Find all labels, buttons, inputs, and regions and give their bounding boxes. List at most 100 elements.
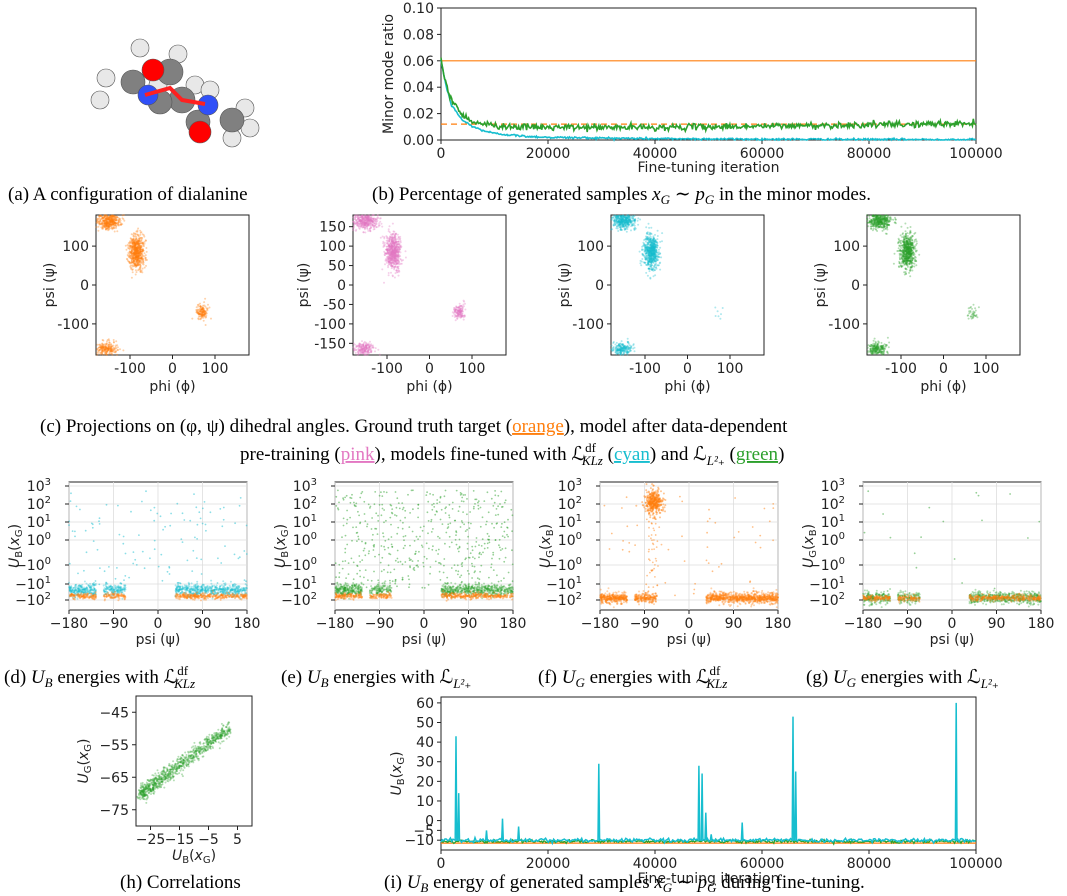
c-point [113,216,116,218]
c-point [894,222,897,225]
c-point [110,219,113,222]
c-point [387,237,390,240]
c-point [396,254,398,257]
c-point [645,264,648,266]
c-point [394,247,396,250]
c-point [97,229,100,232]
c-point [95,226,98,229]
c-point [133,246,136,249]
c-point [115,347,118,350]
c-point [645,271,648,274]
c-point [110,227,113,230]
c-point [460,310,463,312]
c-point [137,227,140,230]
c-point [115,222,118,225]
c-point [107,221,110,224]
c-point [141,248,144,251]
c-point [142,242,144,244]
c-point [633,346,636,349]
c-point [115,225,118,228]
c-point [105,214,108,217]
c-point [106,220,109,223]
c-point [898,254,901,257]
c-point [397,274,400,277]
c-point [130,276,133,279]
c-point [640,260,643,263]
c-point [112,223,115,226]
c-point [111,218,114,221]
c-point [871,219,873,222]
c-point [130,267,133,270]
c-point [716,310,719,313]
c-point [366,350,369,353]
b-series-cyan [440,59,977,142]
c-point [359,347,362,350]
c-xtick-label: 0 [683,361,692,377]
c-point [648,270,651,273]
c-point [108,217,111,219]
c-point [129,247,132,249]
c-point [96,217,98,220]
c-point [381,235,384,238]
c-point [97,225,100,228]
c-point [391,232,394,235]
c-point [111,220,114,223]
atom-1 [96,68,116,88]
c-point [879,221,882,224]
c-point [203,313,206,316]
c-point [112,220,114,223]
c-point [114,224,117,227]
c-point [901,236,904,238]
c-point [112,225,115,228]
c-point [97,217,99,220]
c-point [395,245,398,248]
c-point [139,263,142,266]
c-point [136,255,139,258]
c-point [868,217,871,220]
c-ytick-label: -100 [314,317,346,333]
c-point [109,223,112,226]
c-point [394,241,396,244]
c-point [108,225,111,228]
c-point [395,251,398,254]
c-point [622,215,625,217]
c-point [106,224,108,227]
c-point [383,241,386,244]
c-point [866,214,869,217]
c-point [110,215,113,218]
c-point [199,302,201,305]
c-point [141,249,144,252]
c-point [106,222,109,225]
c-point [118,218,121,221]
c-point [115,222,118,224]
c-point [202,319,205,322]
c-point [388,231,391,234]
c-point [109,221,112,224]
c-point [129,237,132,240]
c-point [102,220,105,222]
c-point [133,260,136,262]
c-point [142,249,145,252]
c-point [653,252,656,255]
c-point [130,261,133,264]
c-point [649,237,652,240]
c-point [111,219,114,222]
c-ytick-label: 100 [319,239,346,255]
c-point [112,215,115,217]
c-point [100,215,102,217]
c-point [110,219,113,222]
c-point [132,243,135,246]
c-point [645,232,648,235]
c-point [107,218,110,221]
c-point [656,246,659,249]
c-point [139,268,142,271]
c-point [110,221,113,224]
c-point [883,226,886,229]
c-point [103,214,105,217]
c-point [112,219,115,222]
c-point [140,239,143,242]
c-point [397,238,399,240]
c-point [456,317,459,320]
c-point [128,255,131,258]
c-point [106,215,109,218]
